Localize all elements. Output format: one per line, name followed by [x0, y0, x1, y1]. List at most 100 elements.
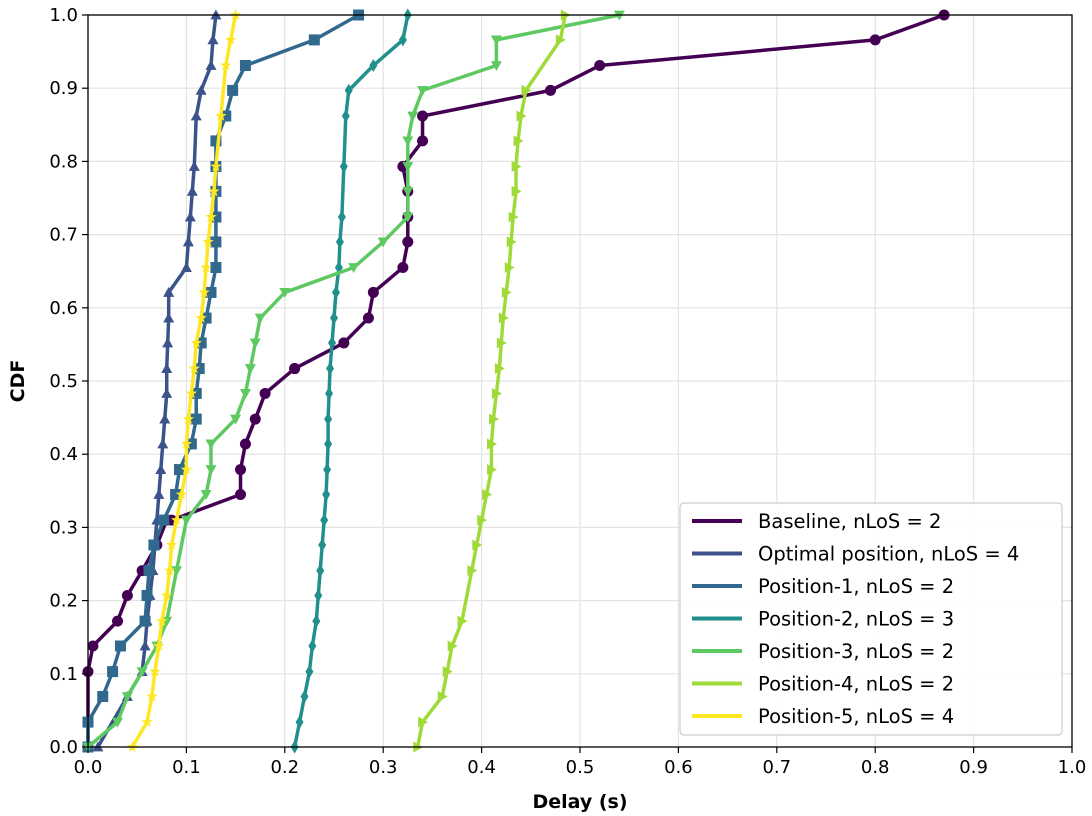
data-point-marker	[215, 110, 227, 121]
data-point-marker	[107, 666, 119, 678]
data-point-marker	[407, 111, 419, 122]
data-point-marker	[157, 438, 169, 449]
legend-box	[679, 502, 1063, 736]
y-tick-label: 0.9	[49, 78, 78, 99]
data-point-marker	[467, 565, 478, 577]
data-point-marker	[180, 262, 192, 272]
series-7	[126, 9, 242, 752]
legend-entry: Position-2, nLoS = 3	[692, 608, 954, 631]
data-point-marker	[163, 312, 175, 323]
data-point-marker	[190, 413, 202, 425]
data-point-marker	[513, 135, 524, 147]
y-tick-label: 0.2	[49, 591, 78, 612]
data-point-marker	[235, 488, 247, 500]
data-point-marker	[244, 364, 256, 375]
series-4	[290, 8, 412, 754]
data-point-marker	[397, 262, 409, 274]
x-tick-label: 0.5	[566, 757, 595, 778]
data-point-marker	[494, 363, 505, 375]
data-point-marker	[417, 85, 429, 96]
legend-entry: Position-3, nLoS = 2	[692, 640, 954, 663]
x-tick-label: 0.4	[467, 757, 496, 778]
data-point-marker	[174, 464, 186, 476]
data-point-marker	[511, 161, 522, 173]
data-point-marker	[210, 262, 222, 274]
data-point-marker	[171, 566, 183, 577]
data-point-marker	[447, 640, 458, 652]
data-point-marker	[220, 59, 232, 71]
data-point-marker	[417, 135, 429, 147]
data-point-marker	[235, 464, 247, 476]
data-point-marker	[516, 110, 527, 122]
data-point-marker	[161, 589, 173, 601]
data-point-marker	[210, 160, 222, 172]
data-point-marker	[163, 564, 176, 576]
data-point-marker	[367, 286, 379, 298]
data-point-marker	[148, 539, 160, 551]
y-tick-label: 0.3	[49, 517, 78, 538]
data-point-marker	[279, 288, 291, 298]
data-point-marker	[305, 665, 314, 679]
data-point-marker	[511, 185, 522, 197]
data-point-marker	[418, 716, 429, 728]
data-point-marker	[188, 362, 200, 374]
data-point-marker	[402, 187, 414, 197]
x-axis-label: Delay (s)	[532, 791, 627, 813]
data-point-marker	[220, 110, 232, 122]
data-point-marker	[489, 413, 499, 425]
data-point-marker	[159, 413, 171, 424]
data-point-marker	[190, 336, 202, 348]
data-point-marker	[417, 110, 429, 122]
x-tick-label: 1.0	[1058, 757, 1087, 778]
data-point-marker	[202, 235, 214, 247]
data-point-marker	[324, 437, 333, 451]
data-point-marker	[210, 236, 222, 248]
legend-entry: Baseline, nLoS = 2	[692, 510, 941, 533]
data-point-marker	[158, 514, 170, 526]
data-point-marker	[180, 463, 193, 475]
data-point-marker	[501, 286, 512, 298]
legend-entry: Optimal position, nLoS = 4	[692, 543, 1019, 566]
data-point-marker	[146, 690, 158, 702]
data-point-marker	[312, 614, 321, 628]
data-point-marker	[139, 615, 151, 627]
data-point-marker	[249, 338, 261, 349]
data-point-marker	[136, 667, 148, 678]
data-point-marker	[508, 211, 519, 223]
y-tick-label: 0.0	[49, 737, 78, 758]
legend-label: Position-3, nLoS = 2	[758, 640, 954, 663]
axis-ticks: 0.0 0.1 0.2 0.3 0.4 0.5 0.6 0.7 0.8 0.9 1.0 0.0 0.1 0…	[49, 5, 1086, 778]
data-point-marker	[322, 487, 331, 501]
x-tick-label: 0.2	[270, 757, 299, 778]
data-point-marker	[185, 387, 198, 399]
data-point-marker	[239, 438, 251, 450]
data-point-marker	[208, 185, 220, 197]
data-point-marker	[555, 34, 566, 46]
legend-label: Position-2, nLoS = 3	[758, 608, 954, 631]
data-point-marker	[477, 514, 488, 526]
data-point-marker	[341, 109, 350, 123]
data-point-marker	[170, 488, 182, 500]
data-point-marker	[338, 337, 350, 349]
data-point-marker	[224, 33, 237, 45]
data-point-marker	[348, 263, 360, 274]
legend-entry: Position-4, nLoS = 2	[692, 673, 954, 696]
data-point-marker	[289, 363, 301, 375]
data-point-marker	[300, 689, 309, 703]
data-point-marker	[87, 640, 99, 652]
data-point-marker	[161, 387, 173, 398]
data-point-marker	[141, 589, 153, 601]
data-point-marker	[153, 639, 165, 651]
data-point-marker	[112, 717, 124, 728]
data-point-marker	[320, 513, 329, 527]
data-point-marker	[402, 162, 414, 173]
data-point-marker	[318, 538, 327, 552]
series-line	[130, 13, 238, 749]
data-point-marker	[182, 236, 194, 247]
data-point-marker	[182, 413, 195, 424]
data-point-marker	[161, 363, 173, 373]
data-point-marker	[112, 615, 124, 627]
data-point-marker	[442, 666, 453, 678]
data-point-marker	[97, 690, 109, 702]
